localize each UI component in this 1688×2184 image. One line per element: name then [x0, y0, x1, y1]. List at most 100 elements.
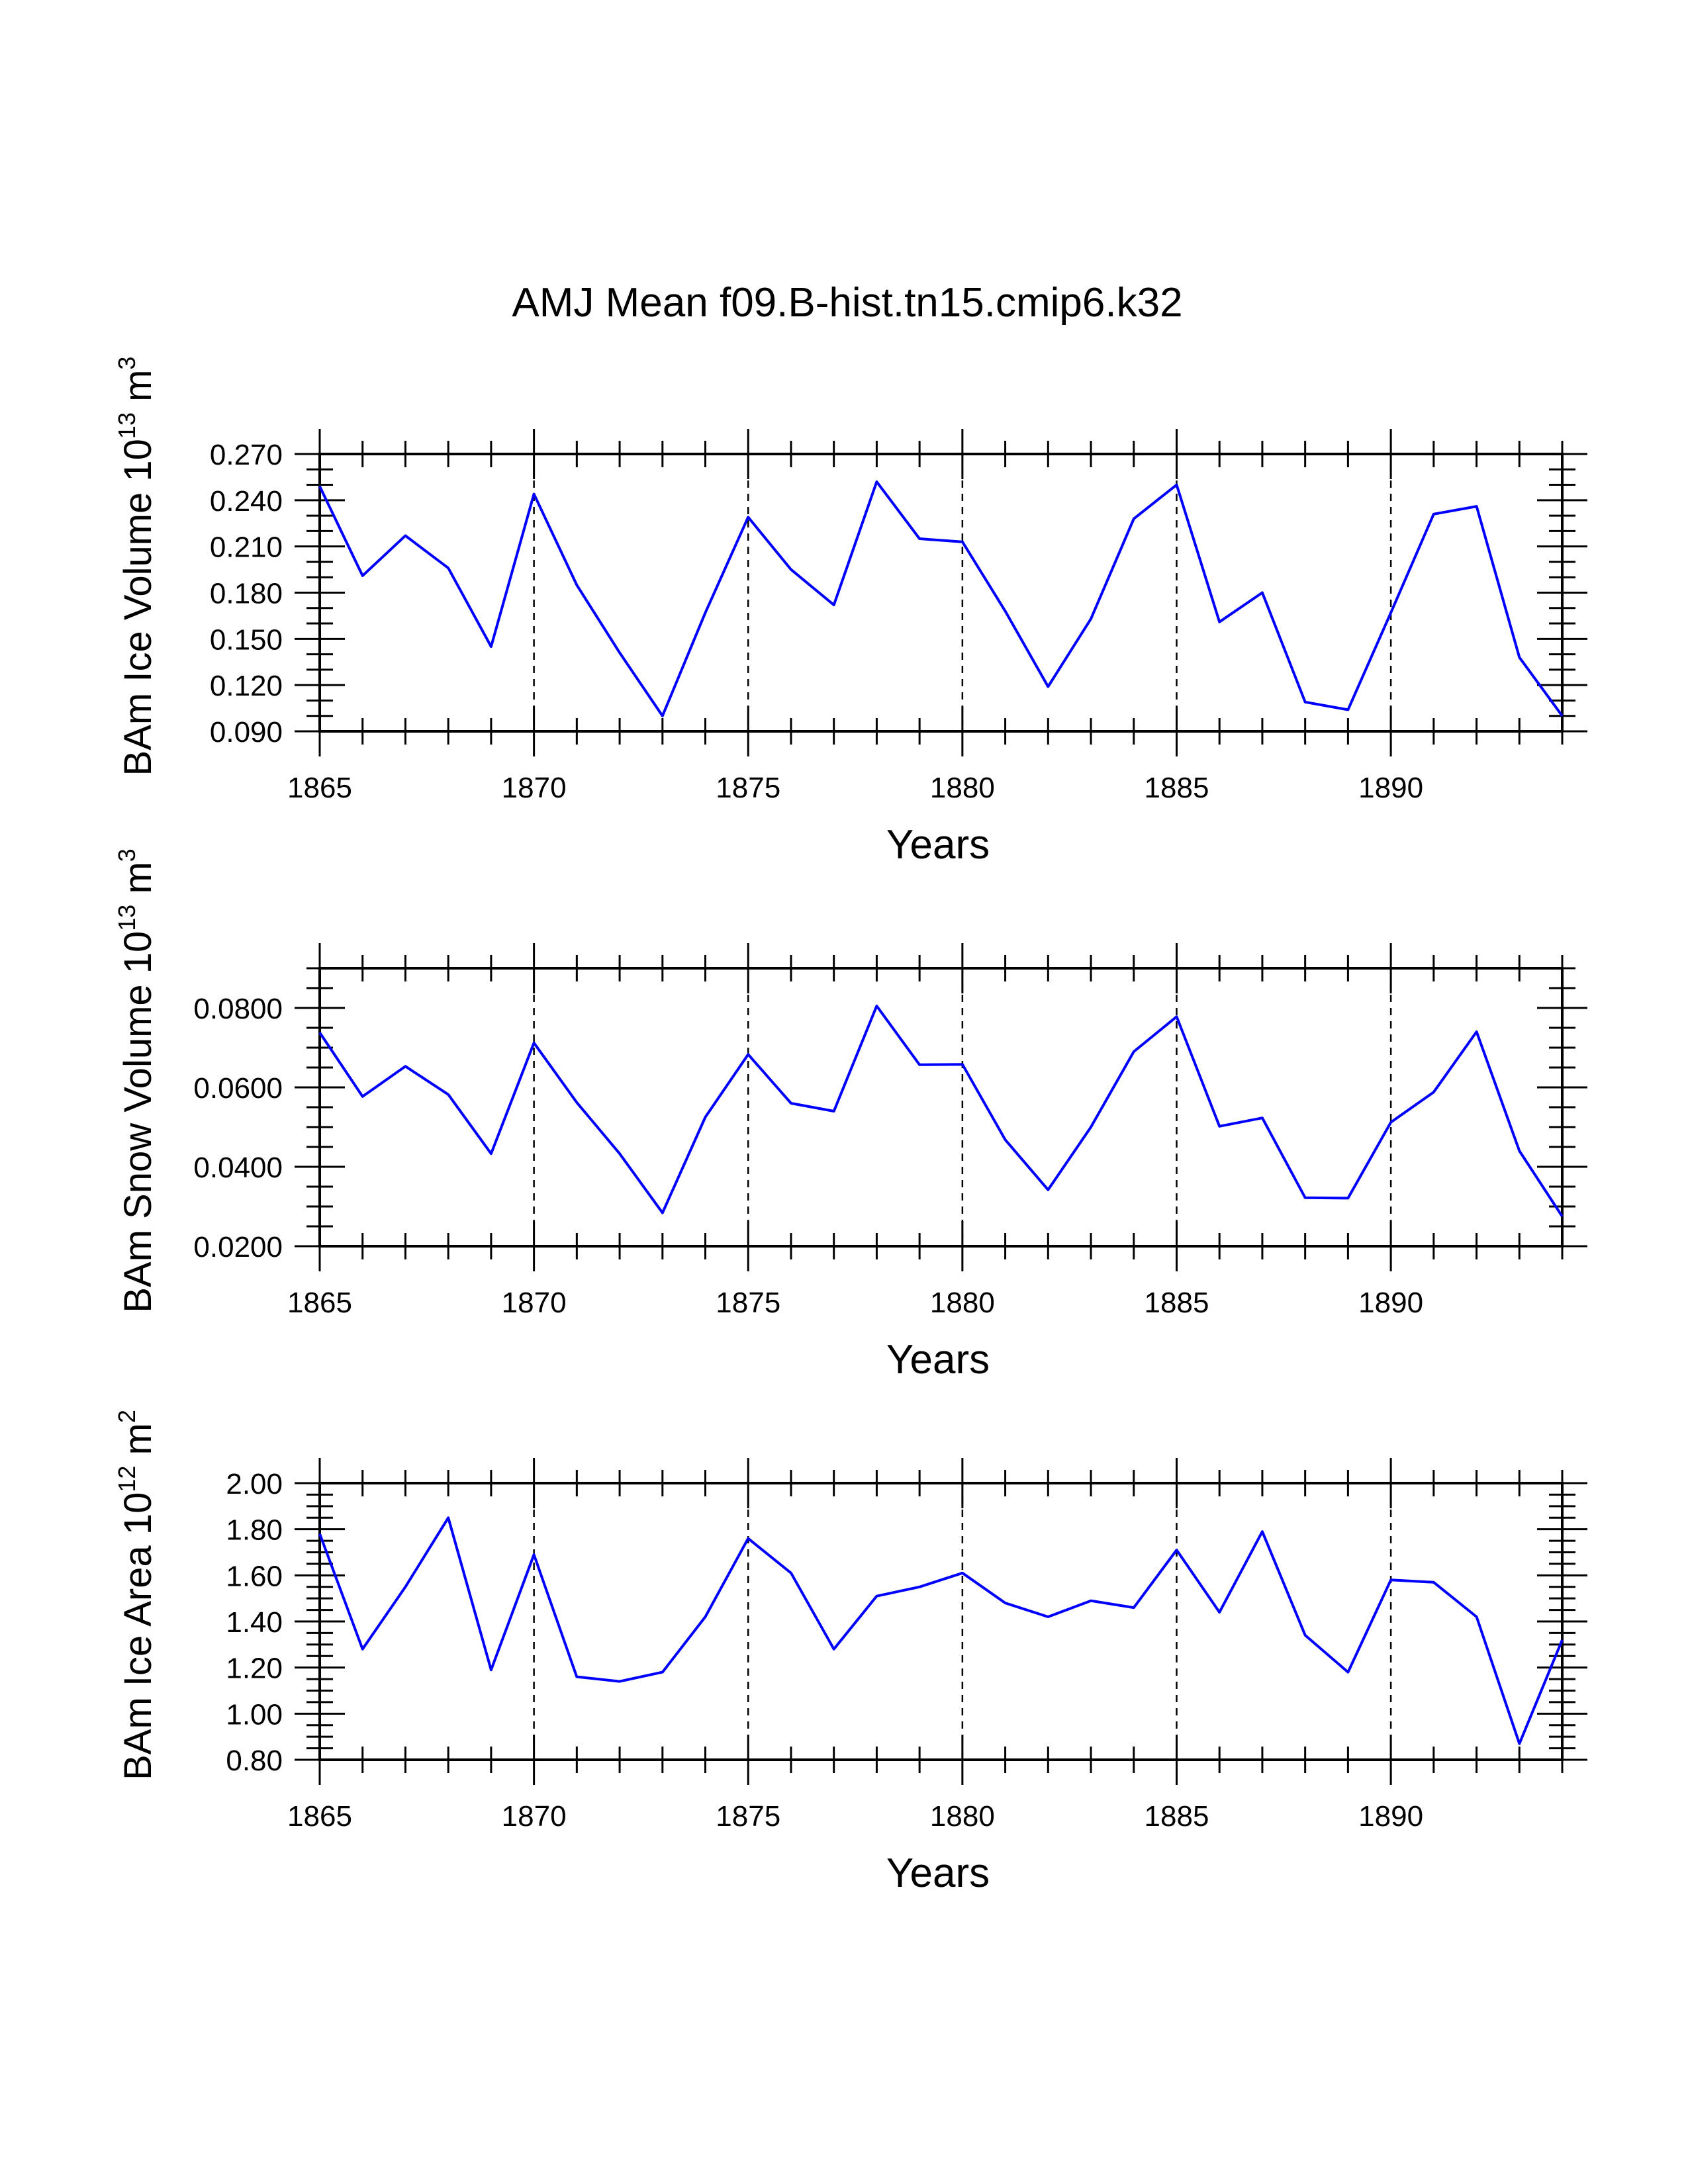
data-point — [747, 1537, 749, 1540]
data-point — [1346, 708, 1349, 711]
data-point — [1090, 617, 1092, 620]
data-point — [1476, 505, 1478, 508]
data-point — [404, 1586, 406, 1588]
x-tick-label: 1880 — [930, 772, 995, 804]
x-axis-label: Years — [886, 1337, 990, 1383]
data-point — [918, 1586, 921, 1588]
plot-frame — [318, 453, 1564, 733]
data-point — [961, 541, 964, 543]
y-tick-label: 1.80 — [226, 1514, 283, 1547]
y-axis-label: BAm Ice Area 1012 m2 — [113, 1410, 160, 1780]
data-point — [1047, 685, 1049, 688]
data-point — [490, 1152, 492, 1155]
data-point — [1432, 1091, 1435, 1093]
x-axis-label: Years — [886, 822, 990, 868]
data-point — [447, 1093, 449, 1096]
x-tick-label: 1865 — [287, 772, 352, 804]
data-point — [1133, 1050, 1135, 1053]
plot-frame — [318, 967, 1564, 1248]
data-point — [1561, 1215, 1564, 1218]
y-axis-label: BAm Snow Volume 1013 m3 — [113, 848, 160, 1313]
data-point — [961, 1063, 964, 1066]
data-point — [361, 1648, 364, 1651]
x-tick-label: 1875 — [716, 772, 780, 804]
x-tick-label: 1880 — [930, 1287, 995, 1319]
data-point — [790, 569, 792, 571]
data-point — [361, 1095, 364, 1098]
data-point — [661, 715, 664, 717]
x-tick-label: 1870 — [502, 1800, 567, 1833]
data-point — [1304, 1197, 1307, 1199]
plot-frame — [318, 1482, 1564, 1761]
data-point — [1432, 1581, 1435, 1584]
data-point — [747, 516, 749, 518]
x-tick-label: 1865 — [287, 1800, 352, 1833]
data-point — [490, 1668, 492, 1671]
x-tick-label: 1885 — [1145, 1800, 1209, 1833]
data-point — [490, 645, 492, 648]
x-tick-label: 1890 — [1358, 1287, 1423, 1319]
panel-ice-area: 1865 1870 1875 1880 1885 1890 0.80 1.00 1.20 1.40… — [113, 1410, 1587, 1896]
data-point — [918, 1064, 921, 1066]
data-point — [361, 574, 364, 577]
x-tick-label: 1890 — [1358, 1800, 1423, 1833]
data-point — [1090, 1600, 1092, 1602]
data-point — [1261, 1530, 1264, 1533]
x-tick-label: 1885 — [1145, 1287, 1209, 1319]
data-point — [1218, 621, 1221, 623]
data-point — [1518, 1150, 1521, 1152]
data-point — [833, 1648, 835, 1651]
chart-title: AMJ Mean f09.B-hist.tn15.cmip6.k32 — [512, 280, 1182, 326]
data-point — [1304, 701, 1307, 704]
x-tick-label: 1890 — [1358, 772, 1423, 804]
y-tick-label: 1.60 — [226, 1560, 283, 1592]
y-tick-label: 0.270 — [210, 439, 283, 471]
data-point — [404, 534, 406, 537]
data-point — [833, 1110, 835, 1113]
x-tick-label: 1875 — [716, 1800, 780, 1833]
y-tick-label: 0.0600 — [193, 1072, 283, 1105]
data-point — [447, 1516, 449, 1519]
series-line — [318, 1005, 1564, 1218]
data-point — [533, 493, 536, 496]
data-point — [1476, 1030, 1478, 1033]
data-point — [1218, 1611, 1221, 1614]
x-tick-label: 1880 — [930, 1800, 995, 1833]
data-point — [1047, 1615, 1049, 1618]
data-point — [618, 1680, 621, 1683]
data-point — [747, 1053, 749, 1056]
y-tick-label: 0.180 — [210, 578, 283, 610]
data-point — [1432, 513, 1435, 516]
data-point — [790, 1102, 792, 1105]
data-point — [790, 1572, 792, 1574]
data-point — [1047, 1189, 1049, 1191]
y-tick-label: 0.210 — [210, 531, 283, 564]
data-point — [1304, 1634, 1307, 1637]
data-point — [618, 1152, 621, 1155]
data-point — [1261, 592, 1264, 594]
data-point — [961, 1572, 964, 1574]
data-point — [704, 612, 707, 614]
data-point — [1389, 1121, 1392, 1124]
data-point — [1346, 1671, 1349, 1674]
y-axis-label: BAm Ice Volume 1013 m3 — [113, 357, 160, 776]
data-point — [1261, 1116, 1264, 1119]
data-point — [1133, 1606, 1135, 1609]
y-tick-label: 1.00 — [226, 1698, 283, 1731]
data-point — [575, 1676, 578, 1678]
x-tick-label: 1865 — [287, 1287, 352, 1319]
data-point — [1389, 612, 1392, 614]
data-point — [404, 1065, 406, 1068]
data-point — [447, 567, 449, 569]
data-point — [575, 584, 578, 586]
x-tick-label: 1885 — [1145, 772, 1209, 804]
data-point — [704, 1116, 707, 1118]
panel-snow-volume: 1865 1870 1875 1880 1885 1890 0.0200 0.0400 0.06… — [113, 848, 1587, 1383]
y-tick-label: 0.0400 — [193, 1152, 283, 1184]
data-point — [533, 1042, 536, 1044]
data-point — [1218, 1125, 1221, 1128]
data-point — [1561, 1639, 1564, 1641]
data-point — [875, 1595, 878, 1598]
data-point — [1346, 1197, 1349, 1199]
